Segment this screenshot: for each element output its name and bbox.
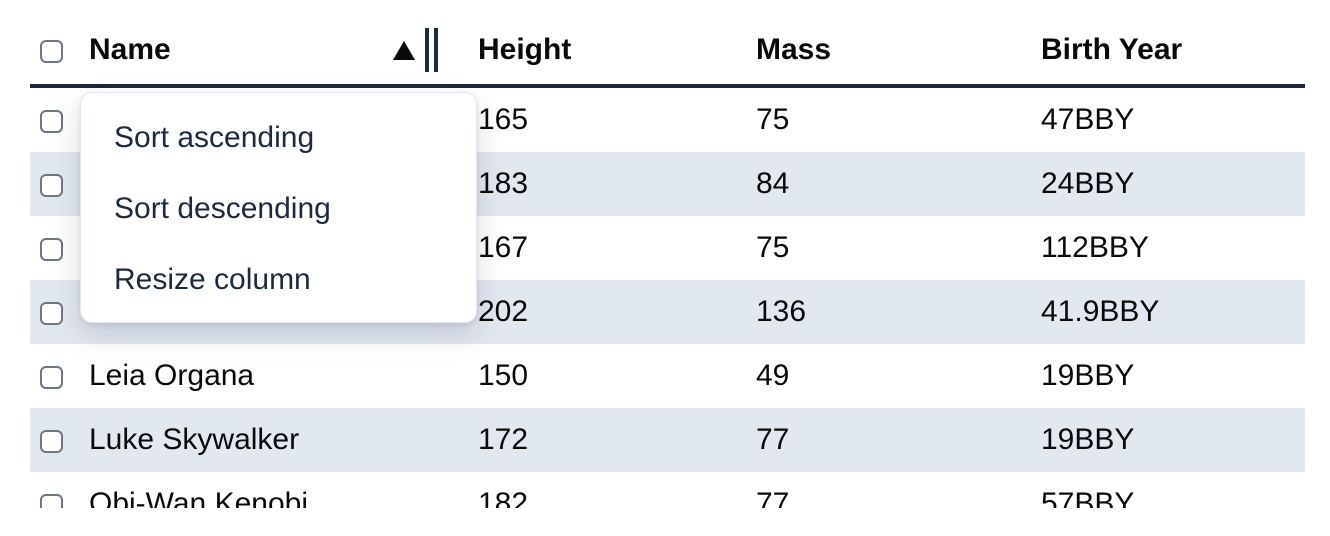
cell-mass: 75 — [756, 231, 790, 264]
cell-height: 167 — [478, 231, 529, 264]
cell-name: Luke Skywalker — [89, 423, 300, 456]
column-header-birth-year[interactable]: Birth Year — [1031, 33, 1305, 67]
select-all-checkbox[interactable] — [40, 39, 63, 63]
table-row[interactable]: 165 75 47BBY — [30, 88, 1305, 152]
sort-ascending-icon — [393, 40, 415, 60]
column-header-birth-year-label: Birth Year — [1041, 33, 1183, 66]
table-header-row: Name Height Mass Birth Year — [30, 0, 1305, 88]
column-header-name-label: Name — [89, 33, 171, 66]
cell-height: 202 — [478, 295, 529, 328]
column-header-height[interactable]: Height — [468, 33, 746, 67]
row-checkbox[interactable] — [40, 173, 63, 197]
column-header-name[interactable]: Name — [79, 28, 468, 72]
cell-mass: 136 — [756, 295, 807, 328]
cell-name: Obi-Wan Kenobi — [89, 487, 308, 508]
cell-mass: 49 — [756, 359, 790, 392]
column-header-mass-label: Mass — [756, 33, 832, 66]
cell-birth-year: 57BBY — [1041, 487, 1135, 508]
menu-item-sort-descending[interactable]: Sort descending — [114, 191, 331, 225]
menu-item-sort-ascending[interactable]: Sort ascending — [114, 120, 315, 154]
row-checkbox[interactable] — [40, 365, 63, 389]
table-row[interactable]: Luke Skywalker 172 77 19BBY — [30, 408, 1305, 472]
column-resize-handle[interactable] — [425, 28, 438, 72]
row-checkbox[interactable] — [40, 301, 63, 325]
cell-birth-year: 47BBY — [1041, 103, 1135, 136]
cell-birth-year: 41.9BBY — [1041, 295, 1160, 328]
column-header-mass[interactable]: Mass — [746, 33, 1031, 67]
table-row[interactable]: Leia Organa 150 49 19BBY — [30, 344, 1305, 408]
menu-item-resize-column[interactable]: Resize column — [114, 262, 311, 296]
cell-mass: 77 — [756, 423, 790, 456]
row-checkbox[interactable] — [40, 109, 63, 133]
cell-height: 172 — [478, 423, 529, 456]
name-column-controls — [393, 28, 438, 72]
row-checkbox[interactable] — [40, 237, 63, 261]
column-header-height-label: Height — [478, 33, 572, 66]
row-checkbox[interactable] — [40, 429, 63, 453]
resize-bar-icon — [425, 28, 429, 72]
cell-name: Leia Organa — [89, 359, 255, 392]
cell-mass: 84 — [756, 167, 790, 200]
cell-mass: 77 — [756, 487, 790, 508]
row-checkbox[interactable] — [40, 493, 63, 508]
cell-height: 183 — [478, 167, 529, 200]
table-row[interactable]: 167 75 112BBY — [30, 216, 1305, 280]
header-checkbox-cell — [30, 33, 79, 67]
cell-height: 165 — [478, 103, 529, 136]
cell-height: 182 — [478, 487, 529, 508]
cell-birth-year: 112BBY — [1041, 231, 1149, 264]
cell-birth-year: 19BBY — [1041, 359, 1135, 392]
characters-table: Name Height Mass Birth Year 165 75 47BBY — [30, 0, 1305, 508]
cell-height: 150 — [478, 359, 529, 392]
resize-bar-icon — [434, 28, 438, 72]
column-context-menu: Sort ascending Sort descending Resize co… — [80, 92, 477, 323]
cell-mass: 75 — [756, 103, 790, 136]
table-row[interactable]: Obi-Wan Kenobi 182 77 57BBY — [30, 472, 1305, 508]
cell-birth-year: 19BBY — [1041, 423, 1135, 456]
cell-birth-year: 24BBY — [1041, 167, 1135, 200]
